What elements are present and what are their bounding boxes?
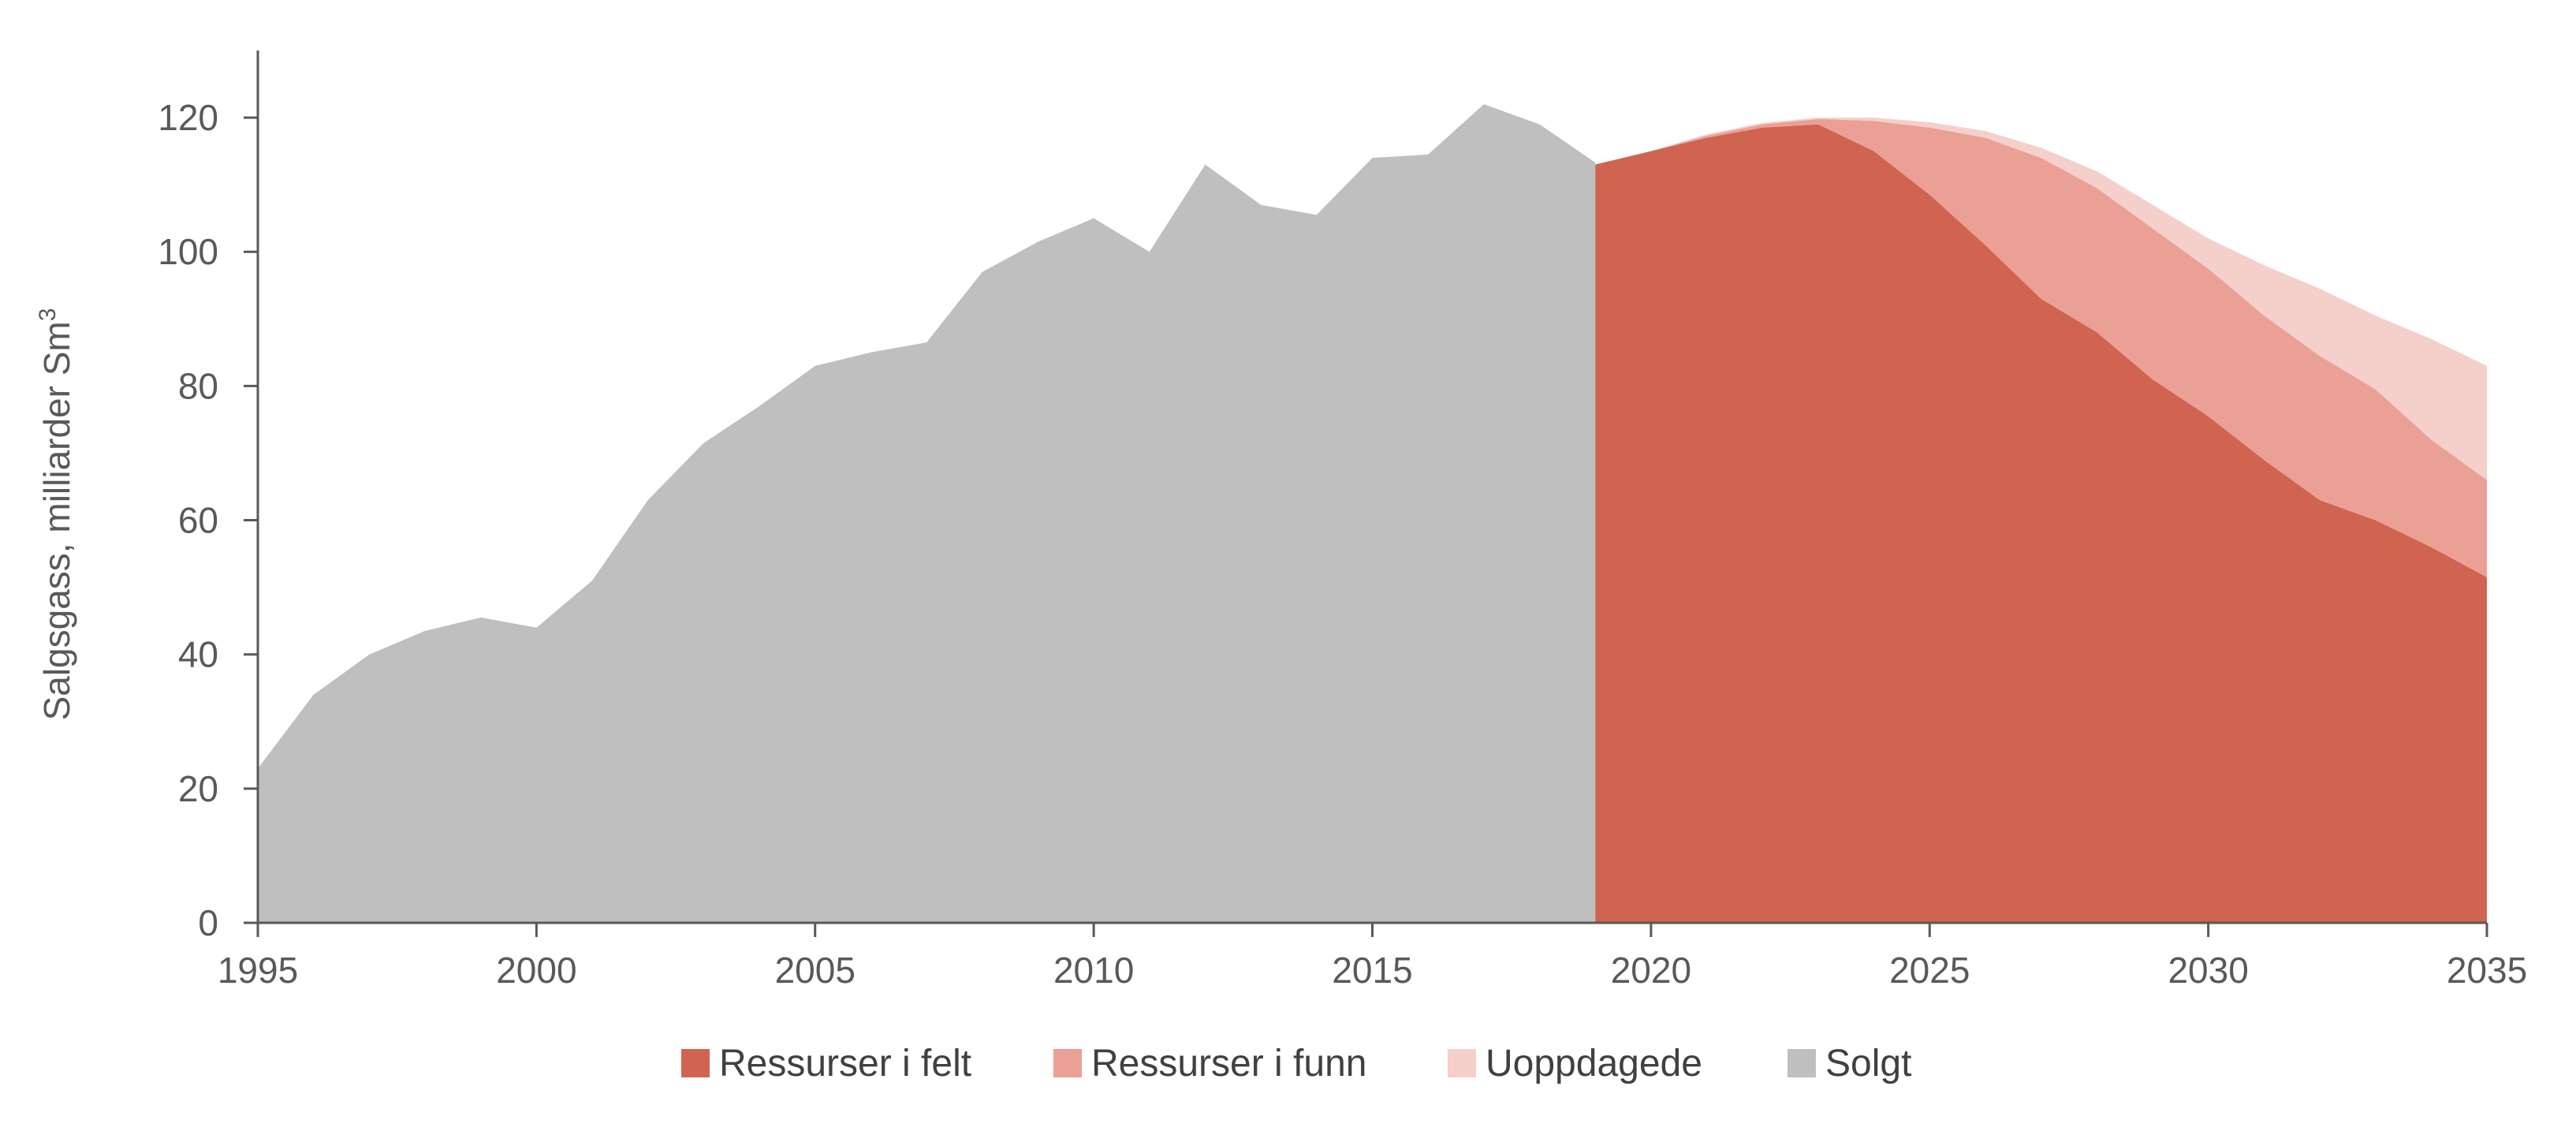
legend: Ressurser i felt Ressurser i funn Uoppdage… <box>681 1043 1911 1085</box>
x-tick-label: 2025 <box>1889 950 1970 991</box>
x-tick-label: 2030 <box>2168 950 2248 991</box>
axes: 0 20 40 60 80 100 120 1995 2000 2005 2010 2015 2020… <box>158 50 2527 991</box>
x-tick-label: 2000 <box>496 950 576 991</box>
legend-swatch <box>1788 1049 1816 1077</box>
legend-item: Solgt <box>1788 1043 1911 1085</box>
y-axis-title: Salgsgass, milliarder Sm3 <box>35 308 77 721</box>
y-tick-label: 0 <box>198 902 218 943</box>
x-tick-label: 2035 <box>2447 950 2527 991</box>
area-ressurser-i-funn <box>1595 118 2487 577</box>
legend-item: Ressurser i felt <box>681 1043 971 1085</box>
y-tick-label: 40 <box>178 634 218 675</box>
area-uoppdagede <box>1595 118 2487 480</box>
legend-swatch <box>1448 1049 1476 1077</box>
x-ticks: 1995 2000 2005 2010 2015 2020 2025 2030 2035 <box>218 923 2527 991</box>
x-tick-label: 1995 <box>218 950 298 991</box>
legend-label: Solgt <box>1825 1043 1911 1085</box>
legend-label: Ressurser i funn <box>1091 1043 1366 1085</box>
legend-swatch <box>1053 1049 1082 1077</box>
y-ticks: 0 20 40 60 80 100 120 <box>158 97 258 943</box>
legend-item: Ressurser i funn <box>1053 1043 1366 1085</box>
y-tick-label: 20 <box>178 768 218 809</box>
y-tick-label: 60 <box>178 500 218 541</box>
x-tick-label: 2020 <box>1611 950 1691 991</box>
y-axis-title-text: Salgsgass, milliarder Sm <box>36 321 77 720</box>
y-axis-title-superscript: 3 <box>35 308 61 322</box>
y-tick-label: 120 <box>158 97 218 138</box>
x-tick-label: 2005 <box>775 950 856 991</box>
legend-swatch <box>681 1049 710 1077</box>
y-tick-label: 100 <box>158 231 218 272</box>
area-ressurser-i-felt <box>1595 124 2487 924</box>
legend-label: Uoppdagede <box>1486 1043 1702 1085</box>
legend-label: Ressurser i felt <box>719 1043 971 1085</box>
x-tick-label: 2010 <box>1053 950 1134 991</box>
y-tick-label: 80 <box>178 365 218 406</box>
x-tick-label: 2015 <box>1332 950 1412 991</box>
area-solgt <box>258 104 1596 924</box>
legend-item: Uoppdagede <box>1448 1043 1702 1085</box>
plot-areas <box>258 104 2487 924</box>
